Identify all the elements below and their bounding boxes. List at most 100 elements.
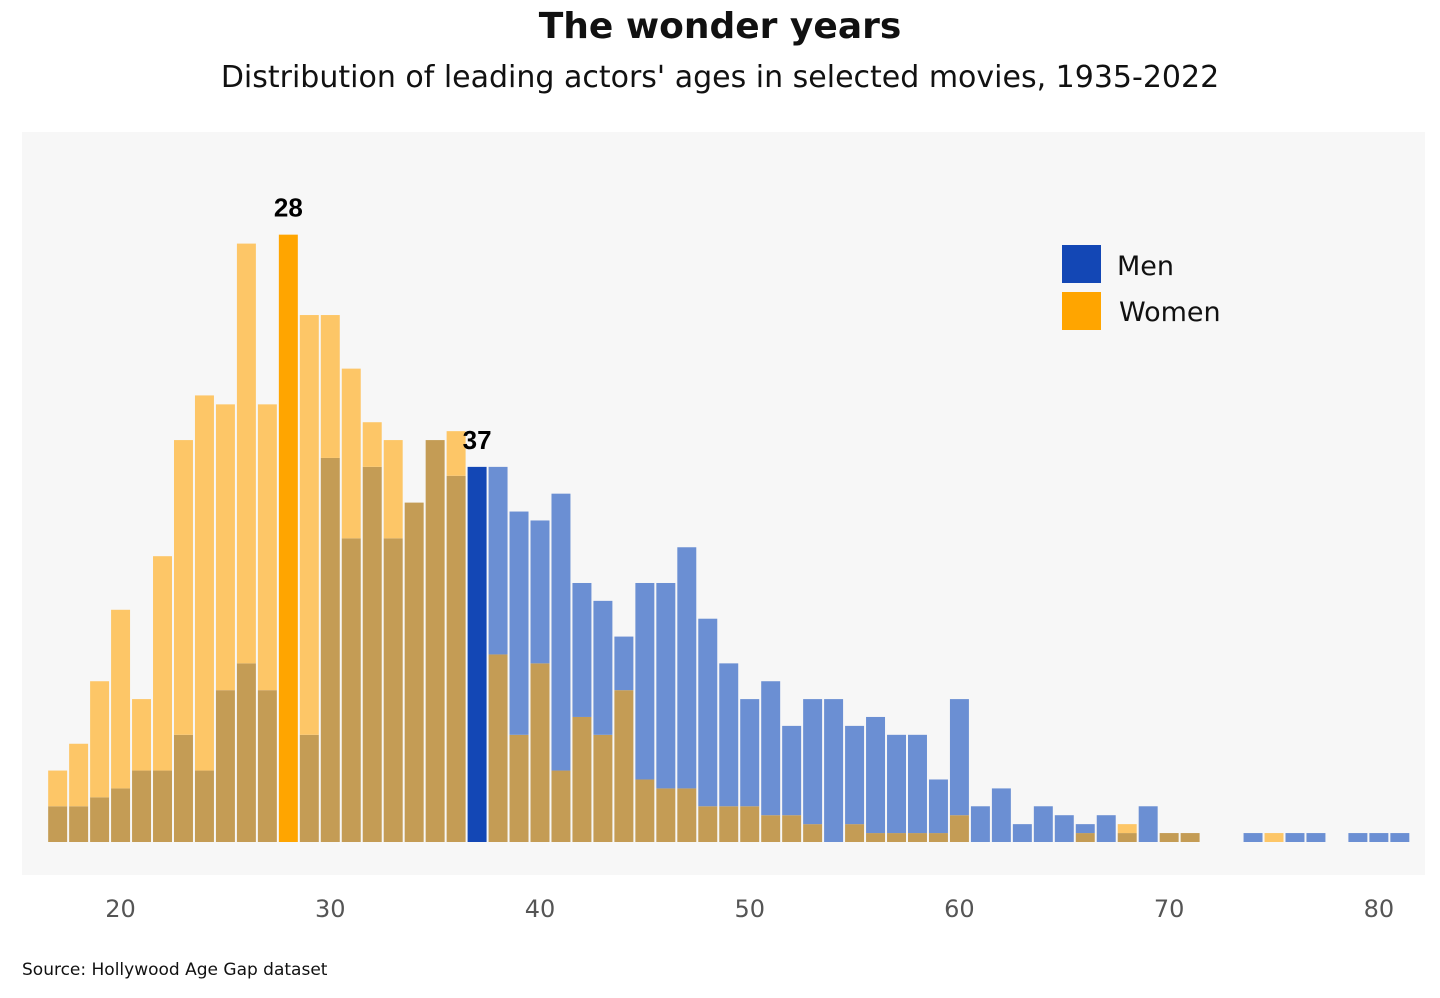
bar-overlap (215, 690, 235, 842)
bar-men (1390, 833, 1410, 842)
bar-overlap (341, 538, 361, 842)
bar-overlap (299, 734, 319, 842)
bar-overlap (530, 663, 550, 842)
bar-women (132, 699, 152, 771)
x-tick-label: 40 (525, 895, 556, 923)
bar-women (90, 681, 110, 798)
bar-women (257, 404, 277, 691)
bar-overlap (1075, 833, 1095, 842)
bar-overlap (69, 806, 89, 842)
bar-overlap (719, 806, 739, 842)
bar-women (173, 440, 193, 735)
bar-overlap (614, 690, 634, 842)
annotations-group: 28 37 (274, 193, 492, 455)
bar-overlap (132, 770, 152, 842)
bar-overlap (761, 815, 781, 842)
bar-overlap (90, 797, 110, 842)
bar-overlap (803, 824, 823, 842)
bar-overlap (635, 779, 655, 842)
bar-overlap (1159, 833, 1179, 842)
annotation-men-peak: 37 (463, 425, 492, 455)
x-tick-label: 60 (944, 895, 975, 923)
bar-overlap (488, 654, 508, 842)
x-tick-label: 20 (105, 895, 136, 923)
bar-overlap (908, 833, 927, 842)
bar-men (572, 582, 592, 717)
bar-overlap (928, 833, 948, 842)
bar-overlap (194, 770, 214, 842)
bar-overlap (698, 806, 718, 842)
bar-overlap (572, 716, 592, 842)
bar-overlap (949, 815, 969, 842)
bar-men (1033, 806, 1053, 842)
bars-group (48, 234, 1410, 842)
legend-swatch-men (1062, 245, 1101, 283)
bar-men (551, 493, 571, 771)
bar-overlap (425, 440, 445, 842)
bar-women (111, 609, 131, 789)
bar-men (761, 681, 781, 816)
source-note: Source: Hollywood Age Gap dataset (22, 960, 328, 980)
chart-title: The wonder years (538, 6, 902, 47)
bar-men (824, 699, 844, 842)
bar-men (488, 466, 508, 655)
bar-men (635, 582, 655, 780)
bar-overlap (1117, 833, 1137, 842)
bar-men (1012, 824, 1032, 842)
bar-men (593, 600, 613, 735)
bar-women (1264, 833, 1284, 842)
bar-men (887, 734, 907, 834)
bar-women (320, 315, 340, 458)
bar-overlap (320, 457, 340, 842)
bar-overlap (866, 833, 886, 842)
x-axis-ticks: 20 30 40 50 60 70 80 (105, 895, 1394, 923)
bar-women (194, 395, 214, 771)
bar-overlap (404, 502, 424, 842)
bar-women (48, 770, 68, 807)
bar-men (719, 663, 739, 807)
bar-overlap (362, 466, 382, 842)
bar-overlap (782, 815, 802, 842)
bar-men (1306, 833, 1326, 842)
legend-label-women: Women (1119, 297, 1221, 328)
bar-men (1369, 833, 1389, 842)
x-tick-label: 50 (734, 895, 765, 923)
bar-men (782, 725, 802, 816)
legend-label-men: Men (1117, 251, 1174, 282)
bar-overlap (153, 770, 172, 842)
bar-overlap (887, 833, 907, 842)
bar-men (677, 547, 697, 789)
bar-overlap (551, 770, 571, 842)
bar-women (341, 368, 361, 539)
bar-overlap (236, 663, 256, 842)
annotation-women-peak: 28 (274, 193, 303, 223)
bar-men (530, 520, 550, 664)
bar-men (845, 725, 865, 825)
bar-men (1096, 815, 1116, 842)
bar-overlap (509, 734, 529, 842)
bar-overlap (845, 824, 865, 842)
bar-overlap (593, 734, 613, 842)
bar-overlap (48, 806, 68, 842)
bar-women (1117, 824, 1137, 834)
bar-men (970, 806, 990, 842)
bar-men (656, 582, 676, 789)
bar-men (1285, 833, 1305, 842)
bar-overlap (111, 788, 131, 842)
bar-women (69, 743, 89, 807)
bar-overlap (677, 788, 697, 842)
bar-women (153, 556, 172, 771)
bar-men (698, 618, 718, 807)
bar-men (949, 699, 969, 816)
bar-men (1075, 824, 1095, 834)
bar-men (803, 699, 823, 825)
bar-men (1138, 806, 1158, 842)
bar-men (1348, 833, 1368, 842)
bar-men (908, 734, 927, 834)
bar-overlap (740, 806, 760, 842)
bar-men-highlight (467, 466, 487, 842)
bar-women (215, 404, 235, 691)
bar-men (928, 779, 948, 834)
bar-men (509, 511, 529, 735)
bar-overlap (656, 788, 676, 842)
